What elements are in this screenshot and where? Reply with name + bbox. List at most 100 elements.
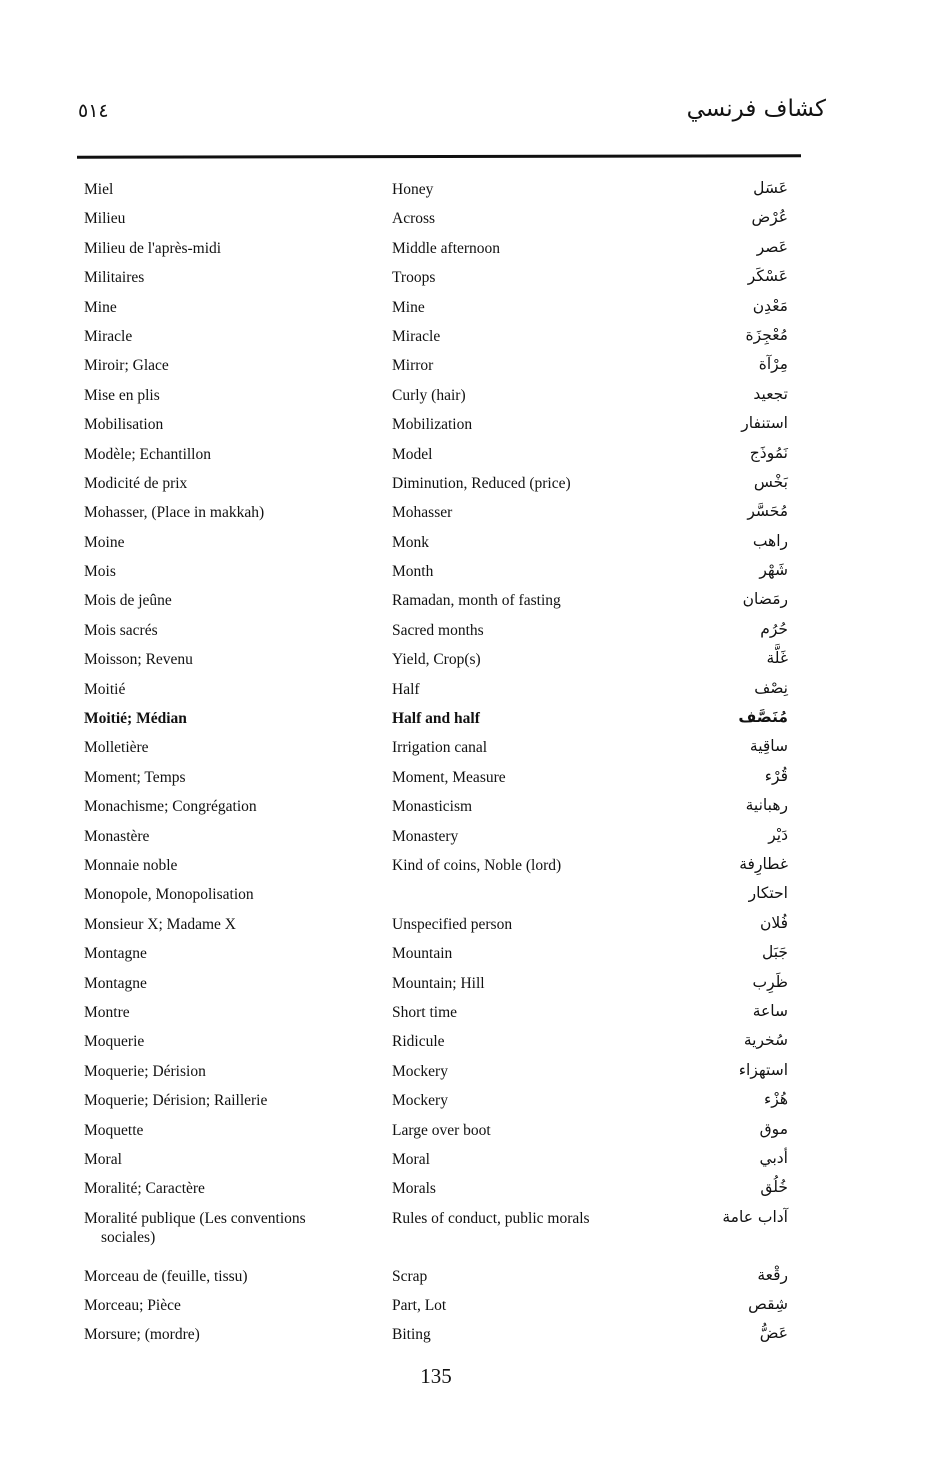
glossary-row: Monnaie noble Kind of coins, Noble (lord)… [84, 854, 788, 885]
entry-english: Monk [392, 533, 430, 551]
entry-english: Ridicule [392, 1033, 445, 1051]
glossary-row: Moine Monk راهب [84, 531, 788, 562]
entry-arabic: مَعْدِن [752, 296, 788, 315]
entry-arabic: مُحَسَّر [747, 502, 788, 521]
header-title-arabic: كشاف فرنسي [686, 96, 826, 122]
entry-french: Mise en plis [84, 386, 160, 404]
entry-english: Biting [392, 1326, 431, 1344]
entry-french: Morsure; (mordre) [84, 1326, 200, 1344]
glossary-row: Mois sacrés Sacred months حُرُم [84, 619, 788, 650]
entry-arabic: راهب [752, 531, 788, 550]
entry-french: Milieu de l'après-midi [84, 239, 222, 257]
entry-french: Monopole, Monopolisation [84, 886, 254, 904]
entry-french: Moitié [84, 680, 126, 698]
glossary-row: Moitié Half نِصْف [84, 679, 788, 709]
glossary-row: Mois Month شَهْر [84, 561, 788, 591]
entry-french: Morceau de (feuille, tissu) [84, 1267, 248, 1285]
entry-english: Middle afternoon [392, 239, 501, 257]
entry-french-continuation: sociales) [101, 1228, 156, 1246]
glossary-table: Miel Honey عَسَل Milieu Across عُرْض Milieu de… [84, 179, 788, 1355]
entry-arabic: ساقِية [749, 737, 788, 756]
glossary-row: Mobilisation Mobilization استنفار [84, 414, 788, 444]
entry-english: Miracle [392, 327, 441, 345]
entry-arabic: استهزاء [738, 1060, 788, 1079]
entry-french: Moral [84, 1150, 122, 1168]
glossary-row: Moquerie; Dérision Mockery استهزاء [84, 1060, 788, 1091]
entry-arabic: غَلَّة [766, 649, 788, 668]
entry-french: Modicité de prix [84, 474, 188, 492]
entry-french: Moquerie; Dérision; Raillerie [84, 1092, 268, 1110]
entry-french: Mine [84, 298, 117, 316]
entry-arabic: دَيْر [768, 825, 788, 844]
entry-english: Short time [392, 1003, 458, 1021]
glossary-row: Montagne Mountain; Hill ظَرِب [84, 973, 788, 1003]
glossary-row: Monsieur X; Madame X Unspecified person فُ… [84, 913, 788, 944]
glossary-row: Monopole, Monopolisation احتكار [84, 884, 788, 914]
glossary-row: Mois de jeûne Ramadan, month of fasting رم… [84, 590, 788, 620]
entry-arabic: استنفار [741, 414, 788, 433]
glossary-row: Modicité de prix Diminution, Reduced (pri… [84, 472, 788, 503]
page-number-latin: 135 [420, 1364, 452, 1388]
entry-french: Mois [84, 563, 116, 581]
glossary-row: Moral Moral أدبي [84, 1149, 788, 1179]
entry-french: Molletière [84, 739, 149, 757]
glossary-row: Morsure; (mordre) Biting عَضُّ [84, 1324, 788, 1354]
entry-arabic: نَمُوذَج [749, 443, 788, 462]
entry-arabic: شَهْر [759, 561, 788, 580]
entry-french: Montre [84, 1003, 130, 1021]
entry-arabic: آداب عامة [722, 1207, 788, 1226]
glossary-row: Moitié; Médian Half and half مُنَصَّف [84, 708, 788, 738]
glossary-row: Montagne Mountain جَبَل [84, 943, 788, 973]
entry-english: Half [392, 680, 420, 698]
glossary-row: Miracle Miracle مُعْجِزَة [84, 326, 788, 356]
entry-arabic: هُزْء [763, 1090, 788, 1109]
entry-arabic: خُلُق [760, 1178, 788, 1197]
entry-english: Mockery [392, 1062, 448, 1080]
entry-french: Mobilisation [84, 416, 164, 434]
entry-arabic: سُخرية [743, 1031, 788, 1050]
entry-english: Moral [392, 1150, 430, 1168]
glossary-row: Militaires Troops عَسْكَر [84, 267, 788, 297]
entry-french: Moquerie; Dérision [84, 1062, 206, 1080]
glossary-row: Monastère Monastery دَيْر [84, 825, 788, 856]
entry-arabic: فُلان [759, 913, 788, 932]
glossary-row: Monachisme; Congrégation Monasticism رهبان… [84, 796, 788, 826]
entry-arabic: مُنَصَّف [738, 708, 788, 727]
glossary-row: Montre Short time ساعة [84, 1002, 788, 1032]
entry-english: Troops [392, 269, 436, 287]
entry-arabic: جَبَل [762, 943, 788, 962]
page-number-arabic: ٥١٤ [78, 100, 109, 122]
entry-arabic: تجعيد [753, 384, 788, 403]
entry-french: Modèle; Echantillon [84, 445, 211, 463]
glossary-row: Molletière Irrigation canal ساقِية [84, 737, 788, 767]
entry-english: Mountain [392, 945, 453, 963]
entry-french: Moralité publique (Les conventions social… [84, 1209, 392, 1247]
entry-arabic: عَضُّ [759, 1324, 788, 1343]
entry-french: Moquette [84, 1121, 144, 1139]
entry-arabic: رمَضان [742, 590, 788, 609]
entry-arabic: بَخْس [753, 472, 788, 491]
header-rule [76, 154, 802, 159]
entry-arabic: حُرُم [760, 619, 788, 638]
glossary-row: Milieu de l'après-midi Middle afternoon عَ… [84, 238, 788, 268]
entry-french: Moine [84, 533, 125, 551]
entry-english: Monastery [392, 827, 459, 845]
entry-french: Mois de jeûne [84, 592, 172, 610]
glossary-row: Miel Honey عَسَل [84, 179, 788, 209]
page-header: ٥١٤ كشاف فرنسي [78, 96, 826, 122]
entry-french: Miel [84, 181, 114, 198]
entry-english: Kind of coins, Noble (lord) [392, 856, 562, 874]
entry-arabic: عُرْض [751, 208, 788, 227]
entry-arabic: غطارِفة [739, 854, 788, 873]
entry-french: Moment; Temps [84, 768, 186, 786]
entry-french: Monsieur X; Madame X [84, 915, 236, 933]
entry-english: Mine [392, 298, 425, 316]
entry-arabic: عَسْكَر [747, 267, 788, 286]
entry-arabic: عَسَل [753, 179, 788, 197]
entry-arabic: قُرْء [764, 766, 788, 785]
entry-english: Month [392, 563, 434, 581]
entry-english: Ramadan, month of fasting [392, 592, 561, 610]
entry-french: Montagne [84, 945, 147, 963]
glossary-row: Modèle; Echantillon Model نَمُوذَج [84, 443, 788, 474]
